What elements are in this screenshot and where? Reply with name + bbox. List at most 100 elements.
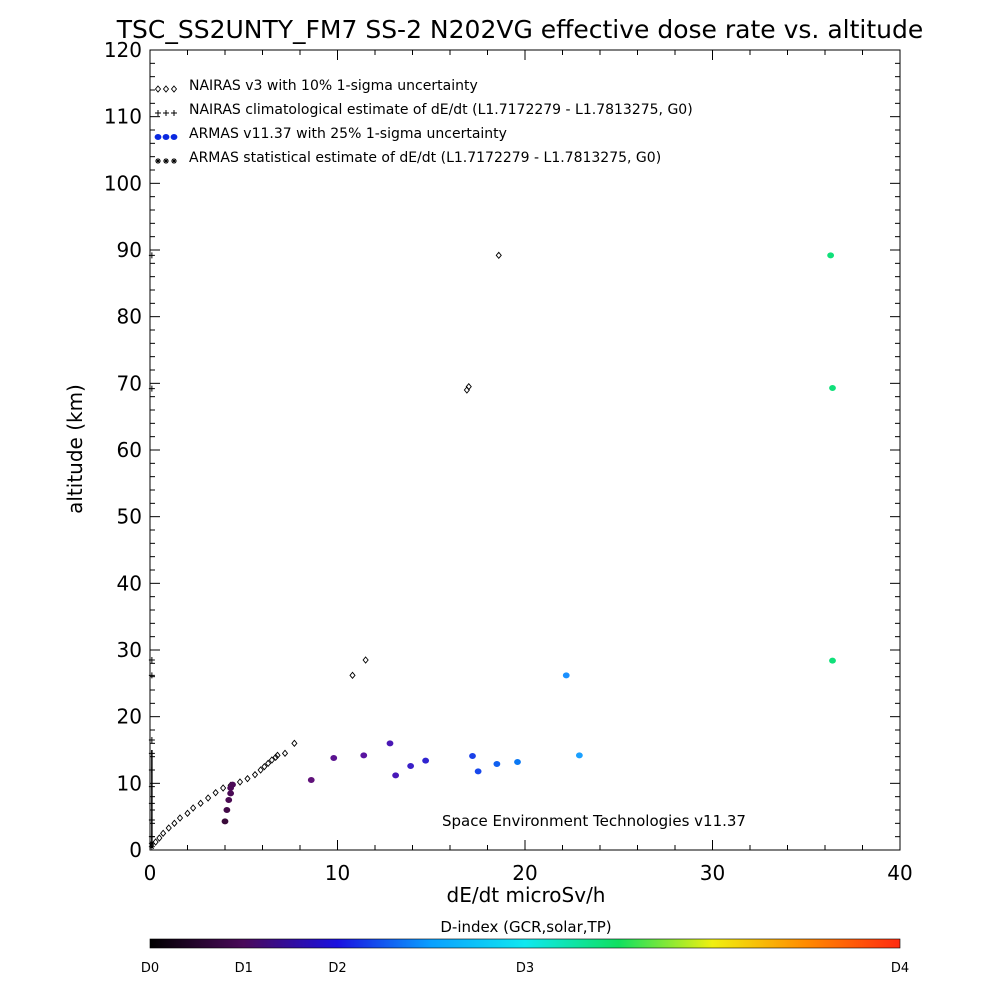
- armas-point: [474, 768, 482, 775]
- armas-point: [330, 755, 338, 761]
- y-tick-label: 60: [117, 438, 142, 462]
- legend-marker: [154, 134, 162, 140]
- watermark-annotation: Space Environment Technologies v11.37: [442, 812, 746, 830]
- armas-point: [562, 672, 570, 679]
- y-tick-label: 70: [117, 371, 142, 395]
- armas-point: [386, 740, 394, 747]
- nairas-point: [251, 770, 259, 779]
- nairas-point: [236, 778, 244, 786]
- nairas-climatology-point: [148, 385, 155, 392]
- armas-point: [407, 763, 415, 769]
- nairas-point: [257, 766, 264, 774]
- nairas-point: [160, 829, 167, 838]
- colorbar-tick-label: D3: [516, 961, 534, 976]
- armas-point: [469, 753, 476, 759]
- plot-frame: [149, 49, 901, 851]
- nairas-point: [190, 804, 197, 812]
- legend-marker: [154, 85, 162, 93]
- data-marks: [148, 251, 836, 850]
- colorbar-tick-label: D4: [891, 961, 909, 976]
- nairas-point: [268, 756, 275, 764]
- legend-marker: [171, 158, 177, 164]
- armas-point: [829, 385, 836, 391]
- x-tick-label: 0: [144, 861, 157, 885]
- legend-marker: [162, 85, 170, 93]
- x-tick-label: 40: [887, 861, 912, 885]
- nairas-point: [184, 809, 191, 818]
- colorbar-tick-label: D1: [235, 961, 253, 976]
- legend-marker: [155, 158, 161, 164]
- axis-ticks: 0 10 20 30 40 50 60 70 80 90 100 110 120 0 10 20 30 40: [104, 38, 913, 885]
- y-tick-label: 80: [117, 305, 142, 329]
- nairas-point: [291, 739, 298, 748]
- nairas-point: [362, 656, 369, 664]
- colorbar-tick-label: D2: [328, 961, 346, 976]
- nairas-point: [281, 749, 289, 758]
- nairas-point: [244, 774, 251, 783]
- y-tick-label: 20: [117, 705, 142, 729]
- x-tick-label: 20: [512, 861, 537, 885]
- nairas-point: [465, 382, 472, 391]
- nairas-climatology-point: [148, 252, 155, 259]
- y-tick-label: 30: [117, 638, 142, 662]
- colorbar: [149, 938, 901, 949]
- x-tick-label: 30: [700, 861, 725, 885]
- nairas-point: [274, 751, 281, 760]
- armas-point: [422, 757, 430, 764]
- colorbar-ticks: D0 D1 D2 D3 D4: [141, 961, 909, 976]
- nairas-point: [176, 814, 184, 822]
- armas-point: [575, 752, 583, 759]
- colorbar-tick-label: D0: [141, 961, 159, 976]
- y-tick-label: 50: [117, 505, 142, 529]
- legend-label: NAIRAS climatological estimate of dE/dt …: [189, 102, 693, 118]
- armas-point: [392, 772, 400, 779]
- x-axis-label: dE/dt microSv/h: [447, 883, 606, 907]
- armas-point: [493, 761, 501, 767]
- nairas-point: [156, 834, 163, 842]
- nairas-point: [212, 788, 219, 797]
- armas-point: [229, 781, 236, 788]
- y-tick-label: 0: [129, 838, 142, 862]
- y-tick-label: 40: [117, 571, 142, 595]
- armas-point: [221, 818, 229, 825]
- chart-title: TSC_SS2UNTY_FM7 SS-2 N202VG effective do…: [116, 15, 924, 44]
- y-tick-label: 100: [104, 171, 142, 195]
- nairas-point: [165, 824, 172, 832]
- nairas-point: [171, 819, 178, 828]
- nairas-point: [272, 753, 279, 762]
- legend-marker: [163, 158, 169, 164]
- legend-marker: [163, 110, 169, 116]
- armas-point: [829, 657, 836, 664]
- x-tick-label: 10: [325, 861, 350, 885]
- nairas-point: [265, 759, 272, 768]
- nairas-point: [495, 251, 502, 260]
- y-tick-label: 110: [104, 105, 142, 129]
- legend-marker: [170, 85, 178, 93]
- armas-point: [360, 752, 368, 759]
- colorbar-label: D-index (GCR,solar,TP): [440, 918, 611, 936]
- armas-point: [514, 759, 521, 765]
- armas-point: [827, 252, 835, 259]
- nairas-point: [220, 784, 227, 792]
- armas-point: [225, 797, 233, 803]
- armas-point: [307, 777, 315, 783]
- nairas-point: [261, 762, 268, 771]
- nairas-point: [205, 794, 212, 802]
- y-tick-label: 10: [117, 771, 142, 795]
- y-tick-label: 90: [117, 238, 142, 262]
- axes: [149, 49, 901, 851]
- armas-point: [227, 790, 235, 797]
- nairas-point: [197, 799, 204, 808]
- legend-marker: [162, 134, 170, 140]
- nairas-climatology-point: [148, 672, 155, 679]
- nairas-point: [349, 671, 356, 680]
- legend-label: ARMAS v11.37 with 25% 1-sigma uncertaint…: [189, 126, 507, 142]
- legend-marker: [170, 134, 178, 140]
- legend-marker: [155, 110, 161, 116]
- legend-label: NAIRAS v3 with 10% 1-sigma uncertainty: [189, 78, 478, 94]
- legend: NAIRAS v3 with 10% 1-sigma uncertainty NA…: [154, 78, 693, 166]
- nairas-point: [152, 838, 159, 846]
- armas-point: [223, 807, 231, 813]
- y-axis-label: altitude (km): [63, 384, 87, 514]
